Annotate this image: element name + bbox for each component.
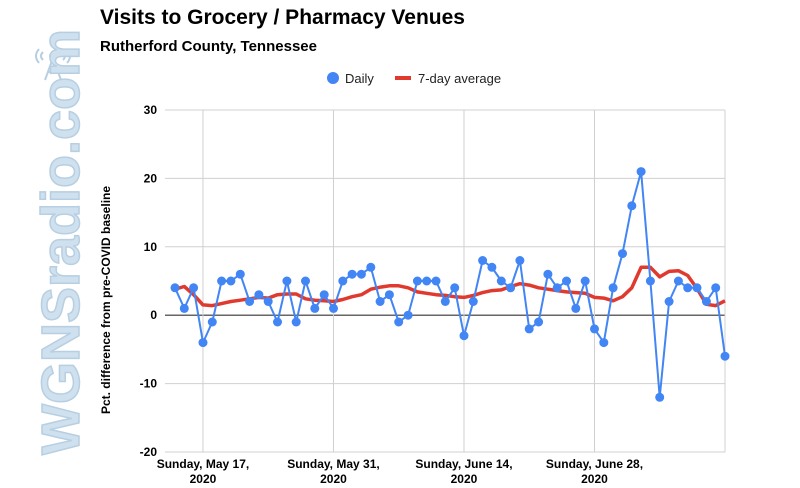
daily-point (552, 283, 562, 293)
daily-point (198, 338, 208, 348)
daily-point (664, 297, 674, 306)
legend-daily-marker (327, 72, 339, 84)
y-axis-label: Pct. difference from pre-COVID baseline (99, 186, 113, 414)
daily-point (245, 297, 255, 306)
daily-point (375, 297, 385, 306)
daily-point (356, 269, 366, 279)
average-line (174, 265, 726, 308)
daily-series (170, 167, 730, 402)
daily-point (273, 317, 282, 327)
daily-point (478, 256, 488, 265)
daily-point (301, 276, 310, 286)
y-tick-label: 0 (150, 308, 157, 322)
grid-lines (165, 109, 726, 453)
daily-point (608, 283, 618, 293)
average-series (174, 265, 726, 308)
daily-point (394, 317, 404, 327)
daily-point (645, 276, 655, 286)
daily-point (263, 297, 273, 306)
daily-point (655, 392, 665, 402)
daily-point (319, 290, 329, 300)
x-tick-label: Sunday, June 14, (415, 457, 512, 471)
daily-point (431, 276, 441, 286)
daily-point (226, 276, 236, 286)
x-tick-label: 2020 (190, 472, 217, 486)
x-tick-label: Sunday, May 31, (287, 457, 379, 471)
daily-point (179, 303, 189, 313)
daily-point (515, 256, 525, 265)
daily-point (235, 269, 245, 279)
chart-title: Visits to Grocery / Pharmacy Venues (100, 6, 465, 29)
daily-point (590, 324, 599, 334)
daily-point (673, 276, 683, 286)
daily-point (599, 338, 609, 348)
daily-point (487, 262, 497, 272)
daily-point (170, 283, 180, 293)
daily-point (291, 317, 301, 327)
daily-point (580, 276, 590, 286)
daily-point (534, 317, 544, 327)
daily-point (692, 283, 702, 293)
daily-point (310, 303, 320, 313)
daily-point (384, 290, 394, 300)
daily-point (338, 276, 348, 286)
daily-point (683, 283, 693, 293)
daily-point (524, 324, 534, 334)
daily-point (496, 276, 506, 286)
daily-point (543, 269, 553, 279)
legend: Daily 7-day average (327, 71, 501, 86)
y-tick-label: 20 (144, 171, 158, 185)
daily-point (571, 303, 581, 313)
daily-point (217, 276, 227, 286)
daily-point (282, 276, 292, 286)
daily-point (506, 283, 516, 293)
daily-point (254, 290, 264, 300)
legend-daily-label: Daily (345, 71, 374, 86)
daily-point (403, 310, 413, 320)
daily-point (366, 262, 376, 272)
daily-point (701, 297, 711, 306)
x-tick-label: 2020 (581, 472, 608, 486)
daily-point (189, 283, 199, 293)
x-tick-label: 2020 (451, 472, 478, 486)
daily-point (636, 167, 646, 177)
x-tick-label: Sunday, May 17, (157, 457, 249, 471)
daily-point (711, 283, 721, 293)
daily-point (347, 269, 357, 279)
x-tick-label: Sunday, June 28, (546, 457, 643, 471)
legend-average-label: 7-day average (418, 71, 501, 86)
daily-point (412, 276, 422, 286)
y-tick-label: 10 (144, 240, 158, 254)
daily-point (440, 297, 450, 306)
y-tick-label: 30 (144, 103, 158, 117)
daily-point (720, 351, 730, 361)
daily-point (618, 249, 627, 259)
daily-point (207, 317, 217, 327)
y-tick-label: -20 (140, 445, 158, 459)
y-tick-label: -10 (140, 377, 158, 391)
daily-point (459, 331, 469, 341)
daily-point (468, 297, 478, 306)
daily-line (174, 170, 726, 399)
daily-point (450, 283, 460, 293)
radio-tower-icon (35, 48, 71, 81)
daily-point (627, 201, 637, 211)
daily-point (329, 303, 338, 313)
daily-point (422, 276, 432, 286)
daily-point (562, 276, 571, 286)
x-tick-label: 2020 (320, 472, 347, 486)
chart-subtitle: Rutherford County, Tennessee (100, 38, 317, 55)
